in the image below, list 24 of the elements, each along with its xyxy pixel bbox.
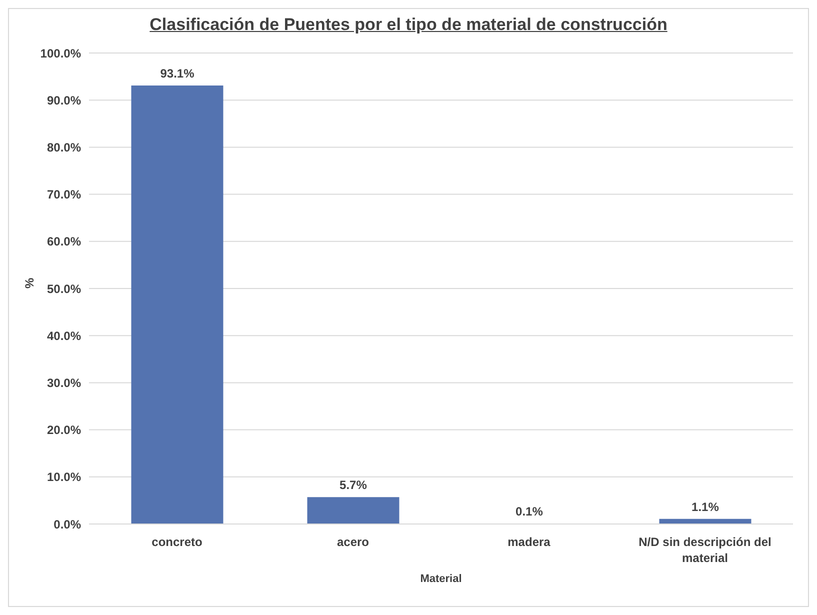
y-tick-label: 100.0% [40,46,82,60]
chart-title: Clasificación de Puentes por el tipo de material de construcción [148,14,668,36]
data-label: 0.1% [516,504,544,519]
x-tick-label: N/D sin descripción del material [638,535,772,565]
x-tick-label: madera [508,535,551,549]
y-tick-label: 0.0% [54,517,82,532]
bar [131,86,224,524]
y-tick-label: 80.0% [46,140,82,154]
y-tick-label: 20.0% [46,423,82,438]
y-tick-label: 70.0% [46,188,82,202]
y-tick-label: 40.0% [46,328,82,343]
data-label: 93.1% [160,66,195,80]
data-label: 5.7% [340,478,368,492]
y-tick-label: 30.0% [46,376,82,390]
y-tick-label: 10.0% [46,470,82,484]
x-axis-title: Material [420,573,462,585]
x-tick-label: concreto [152,535,202,549]
data-label: 1.1% [692,500,720,514]
y-tick-label: 60.0% [46,234,82,249]
y-tick-label: 50.0% [46,282,82,296]
y-tick-label: 90.0% [46,93,82,108]
bar [307,497,400,524]
y-axis-title: % [22,278,36,288]
x-tick-label: acero [336,535,370,549]
